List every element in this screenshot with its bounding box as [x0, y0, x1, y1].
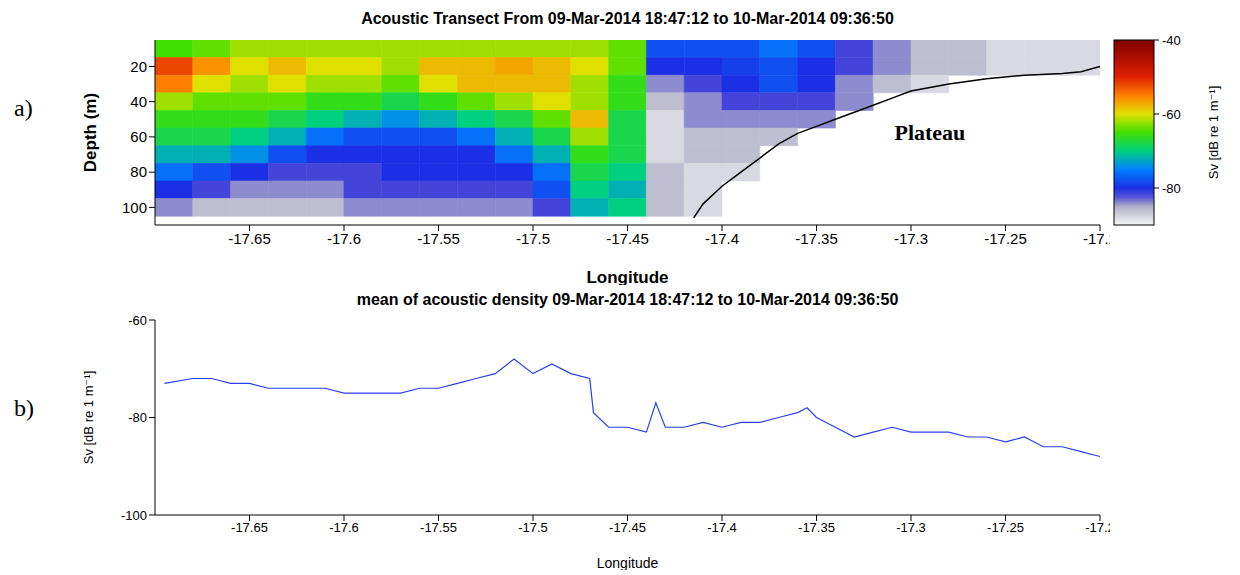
svg-text:Depth (m): Depth (m): [81, 93, 100, 172]
svg-text:80: 80: [130, 163, 147, 180]
svg-text:-60: -60: [1162, 107, 1181, 122]
svg-text:-17.4: -17.4: [707, 520, 737, 535]
svg-text:-40: -40: [1162, 36, 1181, 48]
svg-text:60: 60: [130, 128, 147, 145]
svg-text:-17.5: -17.5: [518, 520, 548, 535]
svg-text:-80: -80: [128, 410, 147, 425]
svg-text:-17.3: -17.3: [896, 520, 926, 535]
svg-text:-17.65: -17.65: [231, 520, 268, 535]
svg-text:20: 20: [130, 58, 147, 75]
svg-text:-80: -80: [1162, 181, 1181, 196]
svg-text:-17.2: -17.2: [1083, 230, 1110, 247]
svg-text:Plateau: Plateau: [894, 120, 965, 145]
svg-text:-17.65: -17.65: [228, 230, 271, 247]
svg-text:-17.4: -17.4: [705, 230, 739, 247]
svg-text:-17.2: -17.2: [1085, 520, 1110, 535]
svg-text:-17.55: -17.55: [417, 230, 460, 247]
svg-text:-17.35: -17.35: [798, 520, 835, 535]
svg-text:-60: -60: [128, 313, 147, 328]
svg-text:-17.45: -17.45: [609, 520, 646, 535]
svg-text:-17.55: -17.55: [420, 520, 457, 535]
svg-text:100: 100: [122, 199, 147, 216]
html-text:a): a): [14, 95, 33, 121]
svg-text:-17.25: -17.25: [984, 230, 1027, 247]
svg-text:-17.35: -17.35: [795, 230, 838, 247]
html-text:Acoustic Transect From 09-Mar-: Acoustic Transect From 09-Mar-2014 18:47…: [361, 10, 894, 27]
svg-text:Longitude: Longitude: [597, 555, 659, 570]
html-text:mean of acoustic density 09-Ma: mean of acoustic density 09-Mar-2014 18:…: [356, 291, 899, 308]
svg-text:Longitude: Longitude: [586, 268, 668, 285]
svg-text:Sv [dB re 1 m⁻¹]: Sv [dB re 1 m⁻¹]: [1206, 86, 1221, 180]
svg-text:40: 40: [130, 93, 147, 110]
svg-text:-17.45: -17.45: [606, 230, 649, 247]
svg-text:-17.6: -17.6: [329, 520, 359, 535]
svg-text:Sv [dB re 1 m⁻¹]: Sv [dB re 1 m⁻¹]: [81, 371, 96, 465]
svg-text:-100: -100: [121, 508, 147, 523]
svg-text:-17.6: -17.6: [327, 230, 361, 247]
html-text:b): b): [14, 395, 34, 421]
svg-text:-17.3: -17.3: [894, 230, 928, 247]
svg-text:-17.25: -17.25: [987, 520, 1024, 535]
svg-text:-17.5: -17.5: [516, 230, 550, 247]
